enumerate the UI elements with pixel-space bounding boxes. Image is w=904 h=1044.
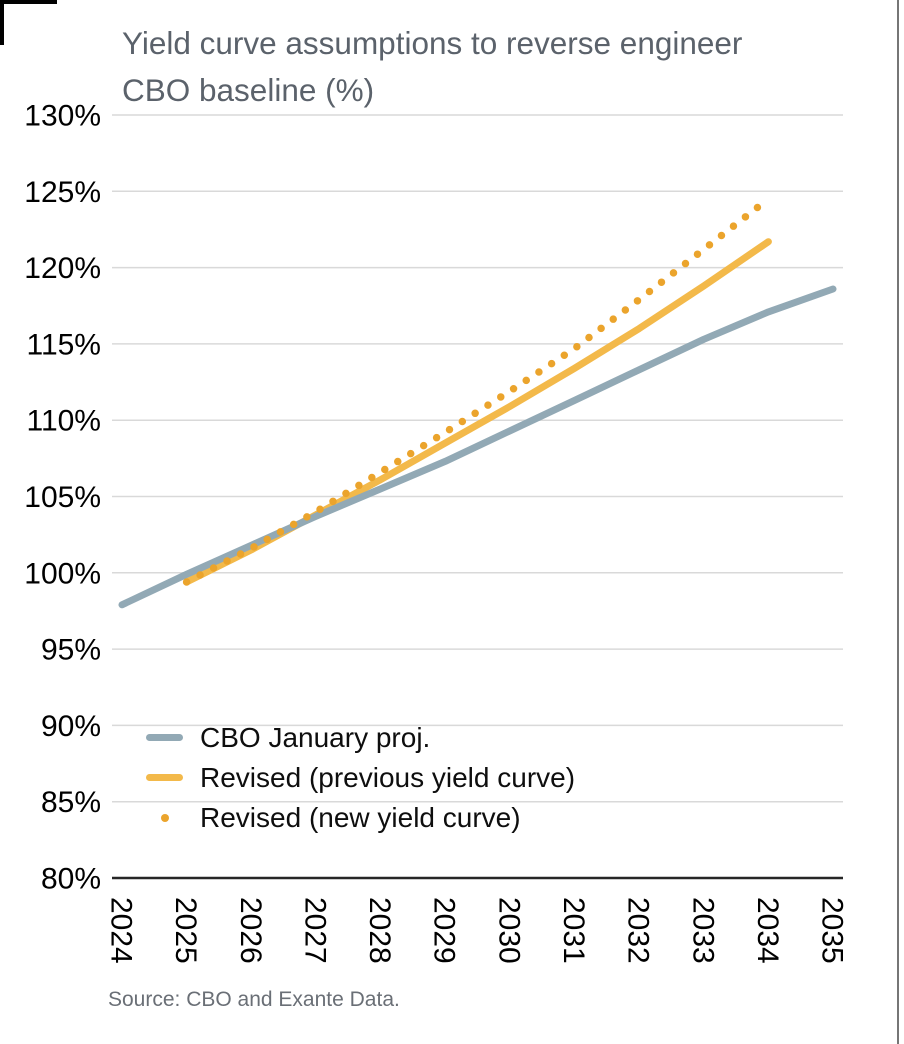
y-tick-label: 120% xyxy=(24,252,101,285)
y-tick-label: 115% xyxy=(26,328,101,361)
legend-label: Revised (previous yield curve) xyxy=(200,761,576,793)
series-line-cbo-january-proj xyxy=(118,285,837,609)
legend-label: Revised (new yield curve) xyxy=(200,801,521,833)
series-dotted-revised-new-yield-curve xyxy=(182,195,773,586)
y-tick-label: 130% xyxy=(24,100,101,133)
x-tick-label: 2027 xyxy=(298,897,331,964)
legend-dot-swatch xyxy=(146,813,183,822)
frame-right-border xyxy=(897,0,899,1044)
x-tick-label: 2024 xyxy=(105,897,138,964)
legend-item-revised-new-yield-curve: Revised (new yield curve) xyxy=(146,801,575,834)
source-note: Source: CBO and Exante Data. xyxy=(108,988,400,1011)
x-tick-label: 2032 xyxy=(622,897,655,964)
x-tick-label: 2025 xyxy=(169,897,202,964)
y-tick-label: 90% xyxy=(41,710,101,743)
y-tick-label: 105% xyxy=(24,481,101,514)
legend-item-cbo-january-proj: CBO January proj. xyxy=(146,721,575,754)
x-tick-label: 2029 xyxy=(428,897,461,964)
x-tick-label: 2026 xyxy=(234,897,267,964)
x-tick-label: 2030 xyxy=(492,897,525,964)
y-tick-label: 110% xyxy=(26,405,101,438)
y-tick-label: 100% xyxy=(24,557,101,590)
x-tick-label: 2034 xyxy=(751,897,784,964)
x-tick-label: 2028 xyxy=(363,897,396,964)
chart-title-line-2: CBO baseline (%) xyxy=(122,72,375,109)
chart-title: Yield curve assumptions to reverse engin… xyxy=(122,20,842,115)
x-tick-label: 2033 xyxy=(686,897,719,964)
y-tick-label: 80% xyxy=(41,863,101,896)
chart-legend: CBO January proj. Revised (previous yiel… xyxy=(146,721,575,834)
y-tick-label: 125% xyxy=(24,176,101,209)
legend-line-swatch xyxy=(146,734,183,741)
legend-label: CBO January proj. xyxy=(200,721,431,753)
y-tick-label: 95% xyxy=(41,634,101,667)
x-tick-label: 2035 xyxy=(816,897,849,964)
frame-corner-mark-top xyxy=(0,0,57,4)
legend-line-swatch xyxy=(146,774,183,781)
chart-title-line-1: Yield curve assumptions to reverse engin… xyxy=(122,25,743,61)
y-tick-label: 85% xyxy=(41,786,101,819)
frame-corner-mark-left xyxy=(0,0,4,45)
x-tick-label: 2031 xyxy=(557,897,590,964)
legend-item-revised-previous-yield-curve: Revised (previous yield curve) xyxy=(146,761,575,794)
